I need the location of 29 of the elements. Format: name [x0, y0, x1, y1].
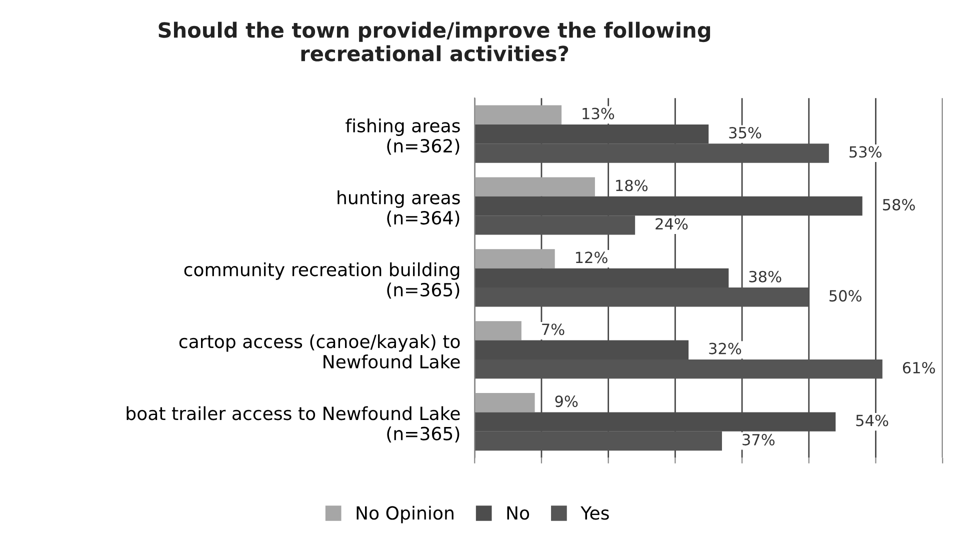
data-label: 9%	[555, 396, 578, 408]
bar	[474, 105, 562, 124]
data-label: 61%	[902, 362, 935, 374]
data-label: 18%	[616, 180, 648, 192]
legend-label: Yes	[580, 506, 609, 520]
y-tick-label: hunting areas (n=364)	[338, 190, 460, 227]
y-tick-label: fishing areas (n=362)	[346, 118, 460, 155]
y-tick-label: cartop access (canoe/kayak) to Newfound Lake	[179, 334, 460, 368]
y-tick-label: boat trailer access to Newfound Lake (n=365)	[126, 406, 460, 443]
data-label: 35%	[729, 126, 762, 139]
y-tick-label: community recreation building (n=365)	[184, 262, 460, 299]
legend-label: No Opinion	[356, 506, 454, 524]
bar	[474, 321, 522, 340]
data-label: 37%	[742, 434, 775, 446]
data-label: 58%	[882, 198, 915, 210]
data-label: 24%	[656, 218, 688, 230]
chart-title: Should the town provide/improve the following recreational activities?	[158, 22, 710, 62]
data-label: 38%	[749, 270, 782, 282]
bar	[474, 249, 555, 268]
data-label: 54%	[856, 414, 888, 426]
bar	[474, 393, 535, 412]
legend-label: No	[507, 506, 530, 520]
data-label: 12%	[576, 252, 608, 264]
data-label: 7%	[542, 324, 564, 336]
data-label: 50%	[830, 290, 862, 302]
data-label: 32%	[709, 342, 742, 354]
data-label: 13%	[582, 108, 614, 120]
data-label: 53%	[850, 146, 882, 158]
bar	[474, 177, 595, 196]
